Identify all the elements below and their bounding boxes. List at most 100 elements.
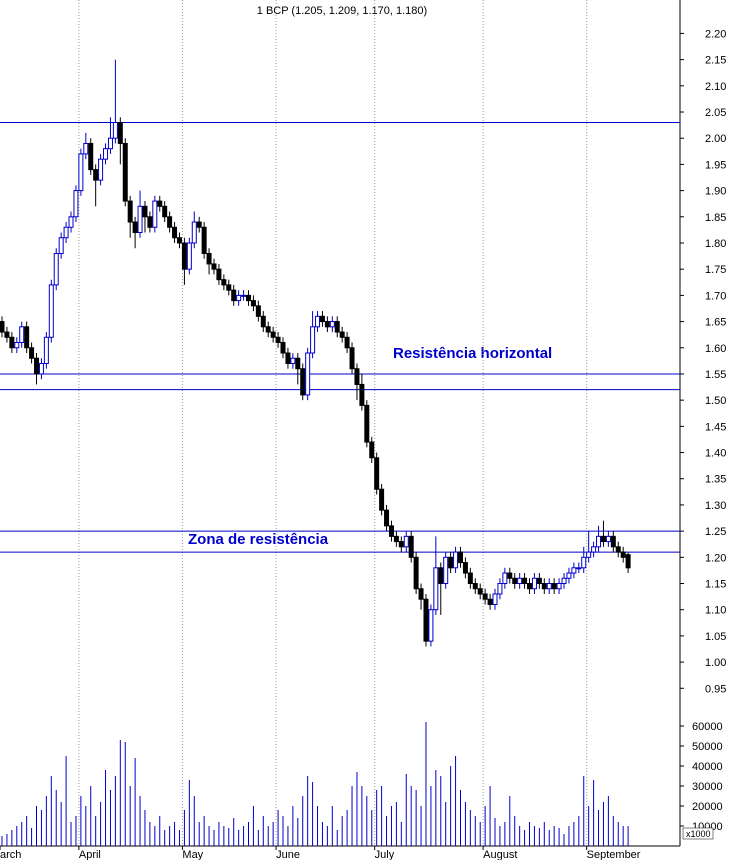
candle-body <box>487 598 493 605</box>
candle-body <box>43 336 49 364</box>
candle-body <box>73 190 79 218</box>
candle-body <box>482 593 488 600</box>
candle-body <box>433 567 439 611</box>
candle-body <box>152 200 158 228</box>
candle-body <box>24 326 30 349</box>
y-tick-label: 2.10 <box>705 81 726 93</box>
y-tick-label: 1.40 <box>705 448 726 460</box>
candle-body <box>344 336 350 349</box>
candle-body <box>201 226 207 254</box>
candle-body <box>586 551 592 558</box>
y-tick-label: 1.30 <box>705 500 726 512</box>
candle-body <box>98 158 104 181</box>
chart-title: 1 BCP (1.205, 1.209, 1.170, 1.180) <box>257 5 427 17</box>
y-tick-label: 1.35 <box>705 474 726 486</box>
candle-body <box>625 554 631 569</box>
candle-body <box>34 357 40 375</box>
candle-body <box>68 216 74 228</box>
x-tick-label: June <box>276 849 300 860</box>
candle-body <box>359 383 365 406</box>
candle-body <box>497 583 503 595</box>
candle-body <box>315 315 321 328</box>
candle-body <box>374 457 380 490</box>
candle-body <box>349 347 355 370</box>
y-tick-label: 1.70 <box>705 290 726 302</box>
candle-body <box>270 331 276 338</box>
candle-body <box>319 315 325 323</box>
volume-tick-label: 20000 <box>692 801 723 813</box>
y-tick-label: 1.80 <box>705 238 726 250</box>
candle-body <box>29 347 35 359</box>
candle-body <box>329 321 335 328</box>
candle-body <box>551 583 557 590</box>
x-tick-label: September <box>587 849 641 860</box>
candle-body <box>122 142 128 202</box>
candle-body <box>285 352 291 364</box>
candle-body <box>83 142 89 155</box>
candle-body <box>236 294 242 302</box>
candle-body <box>132 221 138 234</box>
candle-body <box>403 535 409 548</box>
candle-body <box>295 357 301 370</box>
candle-body <box>507 572 513 579</box>
candle-body <box>221 279 227 286</box>
candle-body <box>541 583 547 590</box>
candle-body <box>275 336 281 344</box>
candle-body <box>615 546 621 553</box>
candle-body <box>546 583 552 590</box>
candle-body <box>117 121 123 144</box>
candle-body <box>443 556 449 585</box>
annotation: Zona de resistência <box>188 531 329 548</box>
candle-body <box>369 441 375 459</box>
candle-body <box>591 546 597 553</box>
x-tick-label: April <box>79 849 101 860</box>
candle-body <box>492 593 498 605</box>
candle-body <box>477 588 483 595</box>
y-tick-label: 1.95 <box>705 159 726 171</box>
candle-body <box>107 137 113 150</box>
candle-body <box>502 572 508 585</box>
candle-body <box>191 221 197 244</box>
volume-tick-label: 60000 <box>692 721 723 733</box>
candle-body <box>250 300 256 307</box>
candle-body <box>472 583 478 590</box>
candle-body <box>462 562 468 574</box>
candle-body <box>556 583 562 590</box>
candle-body <box>379 488 385 511</box>
candle-body <box>93 169 99 181</box>
candle-body <box>576 567 582 570</box>
candle-body <box>571 567 577 574</box>
candle-body <box>176 237 182 244</box>
y-tick-label: 2.15 <box>705 55 726 67</box>
y-tick-label: 1.75 <box>705 264 726 276</box>
candle-body <box>467 572 473 585</box>
candle-body <box>418 588 424 600</box>
candle-body <box>428 609 434 642</box>
y-tick-label: 2.05 <box>705 107 726 119</box>
candle-body <box>0 321 5 333</box>
candle-body <box>14 342 20 349</box>
candle-body <box>561 577 567 585</box>
candle-body <box>172 226 178 239</box>
candle-body <box>531 577 537 590</box>
candle-body <box>186 242 192 270</box>
y-tick-label: 1.10 <box>705 605 726 617</box>
candle-body <box>226 284 232 291</box>
y-tick-label: 1.50 <box>705 395 726 407</box>
y-tick-label: 1.55 <box>705 369 726 381</box>
y-tick-label: 1.20 <box>705 552 726 564</box>
candle-body <box>48 284 54 338</box>
candle-body <box>413 556 419 590</box>
candle-body <box>517 577 523 585</box>
candle-body <box>167 216 173 228</box>
candle-body <box>354 368 360 385</box>
candle-body <box>398 541 404 548</box>
candle-body <box>536 577 542 585</box>
candle-body <box>310 326 316 354</box>
candle-body <box>58 237 64 254</box>
candle-body <box>453 551 459 569</box>
candle-body <box>241 294 247 297</box>
y-tick-label: 2.00 <box>705 133 726 145</box>
candle-body <box>280 342 286 354</box>
candle-body <box>255 305 261 317</box>
